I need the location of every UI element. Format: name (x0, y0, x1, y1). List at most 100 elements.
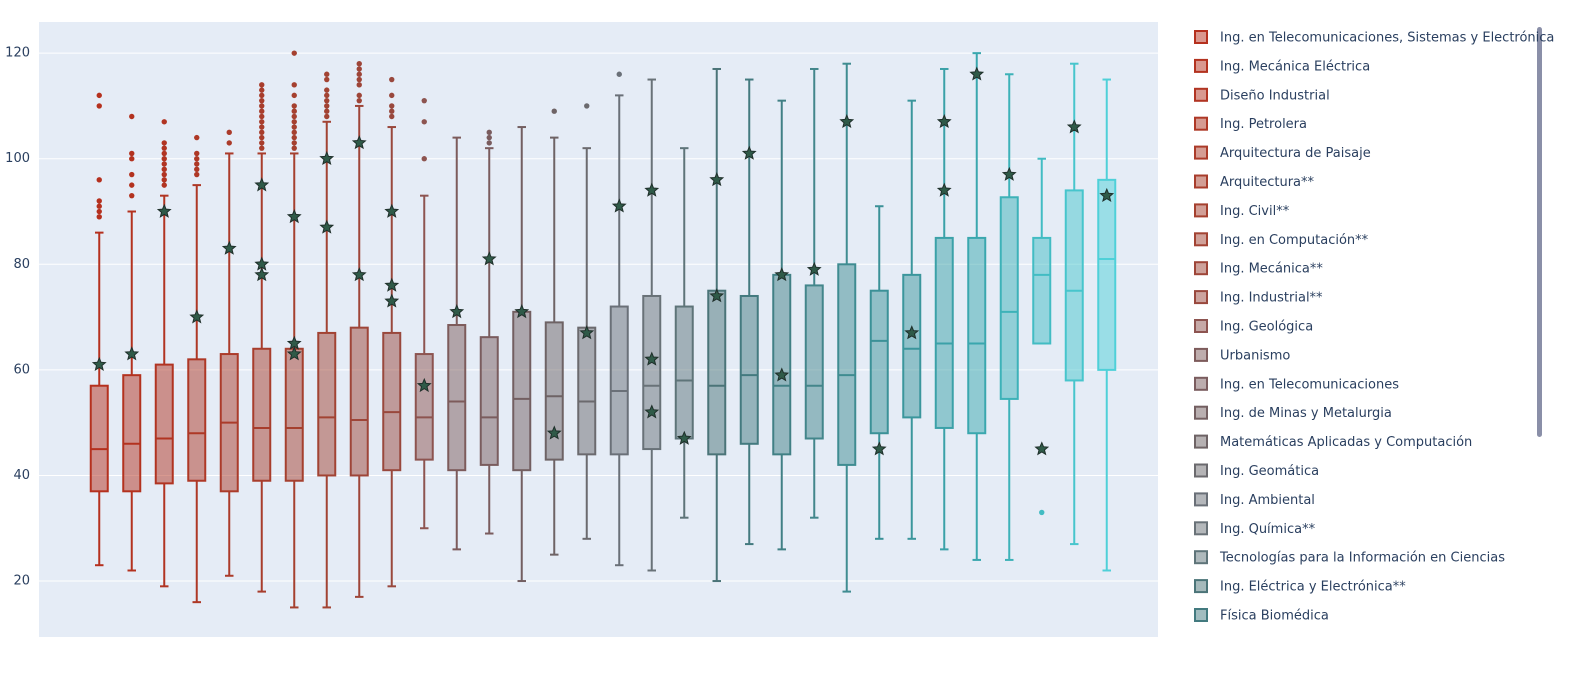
outlier (129, 150, 135, 157)
star-marker (644, 404, 660, 419)
star-marker (156, 203, 172, 218)
star-marker (806, 261, 822, 276)
outlier (616, 71, 622, 77)
box (837, 263, 857, 466)
box (349, 326, 369, 477)
box (967, 236, 987, 435)
outlier (96, 208, 102, 215)
legend-label: Diseño Industrial (1220, 88, 1330, 103)
legend-swatch (1194, 319, 1208, 333)
outlier (259, 97, 265, 104)
star-marker (611, 198, 627, 213)
outlier (324, 87, 330, 93)
outlier (96, 203, 102, 209)
outlier (259, 87, 265, 93)
outlier (259, 145, 265, 151)
star-marker (644, 351, 660, 366)
y-tick-label: 20 (13, 574, 30, 589)
y-tick-label: 100 (5, 151, 30, 166)
outlier (291, 92, 297, 99)
legend-label: Urbanismo (1220, 348, 1290, 363)
box (544, 321, 564, 461)
legend-label: Tecnologías para la Información en Cienc… (1219, 551, 1505, 566)
star-marker (936, 114, 952, 129)
outlier (356, 92, 362, 99)
star-marker (91, 356, 107, 371)
legend-swatch (1194, 58, 1208, 73)
star-marker (481, 251, 497, 266)
star-marker (644, 182, 660, 197)
star-marker (254, 177, 270, 192)
legend-label: Ing. Mecánica** (1220, 262, 1323, 277)
star-marker (1066, 119, 1082, 134)
star-marker (384, 203, 400, 218)
outlier (96, 198, 102, 204)
outlier (161, 140, 167, 146)
star-marker (319, 150, 335, 166)
box (869, 289, 889, 435)
legend-scrollbar[interactable] (1537, 27, 1542, 437)
outlier (259, 92, 265, 99)
star-marker (904, 325, 920, 340)
plot-area (39, 22, 1158, 637)
outlier (194, 150, 200, 157)
outlier (324, 71, 330, 77)
star-marker (871, 441, 887, 456)
y-tick-label: 120 (5, 46, 30, 61)
box (154, 363, 174, 485)
outlier (421, 156, 427, 162)
star-marker (286, 209, 302, 224)
outlier (96, 92, 102, 99)
legend-label: Ing. en Computación** (1220, 233, 1369, 248)
outlier (389, 76, 395, 83)
legend-swatch (1194, 347, 1208, 362)
box (447, 324, 467, 472)
box (577, 326, 597, 456)
box (609, 305, 629, 456)
legend-swatch (1194, 521, 1208, 536)
box (1032, 236, 1052, 345)
legend-label: Arquitectura** (1220, 175, 1315, 190)
box (739, 294, 759, 445)
outlier (226, 140, 232, 146)
legend-swatch (1194, 579, 1208, 594)
box (1097, 178, 1117, 371)
box (1064, 189, 1084, 382)
outlier (324, 108, 330, 114)
box (382, 331, 402, 472)
legend-label: Ing. en Telecomunicaciones, Sistemas y E… (1220, 31, 1554, 46)
outlier (291, 124, 297, 130)
legend-swatch (1194, 550, 1208, 565)
box (317, 331, 337, 477)
legend-swatch (1194, 30, 1208, 44)
outlier (161, 182, 167, 188)
outlier (259, 113, 265, 120)
legend-label: Ing. Eléctrica y Electrónica** (1220, 580, 1406, 595)
legend-swatch (1194, 174, 1208, 189)
box (122, 374, 142, 493)
star-marker (189, 309, 205, 324)
box (89, 384, 109, 493)
outlier (161, 156, 167, 162)
star-marker (1099, 187, 1115, 202)
box (999, 196, 1019, 400)
outlier (291, 50, 297, 56)
legend-swatch (1194, 492, 1208, 507)
outlier (551, 108, 557, 114)
star-marker (449, 304, 465, 319)
outlier (129, 156, 135, 162)
box (252, 347, 272, 482)
outlier (291, 113, 297, 120)
star-marker (676, 430, 692, 445)
legend-label: Ing. Geomática (1220, 464, 1319, 479)
outlier (421, 97, 427, 104)
legend-swatch (1194, 203, 1208, 218)
outlier (129, 192, 135, 199)
star-marker (351, 135, 367, 150)
outlier (194, 166, 200, 172)
outlier (324, 113, 330, 120)
outlier (1039, 509, 1045, 516)
legend-label: Física Biomédica (1220, 609, 1329, 624)
outlier (161, 150, 167, 157)
